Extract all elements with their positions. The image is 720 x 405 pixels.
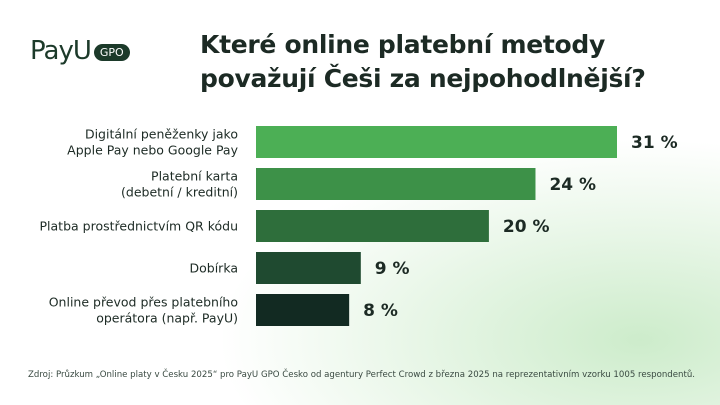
category-label-4-line-0: Online převod přes platebního bbox=[49, 295, 238, 310]
bar-2 bbox=[256, 210, 489, 242]
bar-1 bbox=[256, 168, 536, 200]
chart-title: Které online platební metody považují Če… bbox=[200, 28, 646, 96]
category-label-3-line-0: Dobírka bbox=[190, 261, 239, 276]
bar-0 bbox=[256, 126, 617, 158]
source-note: Zdroj: Průzkum „Online platy v Česku 202… bbox=[28, 370, 696, 380]
value-label-1: 24 % bbox=[549, 175, 596, 195]
category-label-1-line-0: Platební karta bbox=[151, 169, 238, 184]
category-label-0-line-1: Apple Pay nebo Google Pay bbox=[67, 143, 238, 158]
chart-title-line-2: považují Češi za nejpohodlnější? bbox=[200, 63, 646, 93]
category-label-0-line-0: Digitální peněženky jako bbox=[85, 127, 238, 142]
payu-gpo-logo: PayU GPO bbox=[30, 30, 130, 64]
bar-3 bbox=[256, 252, 361, 284]
value-label-2: 20 % bbox=[503, 217, 550, 237]
chart-title-line-1: Které online platební metody bbox=[200, 30, 605, 59]
logo-brand: PayU bbox=[30, 36, 92, 66]
value-label-0: 31 % bbox=[631, 133, 678, 153]
value-label-4: 8 % bbox=[363, 301, 398, 321]
bar-4 bbox=[256, 294, 350, 326]
category-label-2-line-0: Platba prostřednictvím QR kódu bbox=[40, 219, 238, 234]
value-label-3: 9 % bbox=[375, 259, 410, 279]
logo-badge: GPO bbox=[93, 43, 130, 61]
category-label-1-line-1: (debetní / kreditní) bbox=[121, 185, 238, 200]
category-label-4-line-1: operátora (např. PayU) bbox=[96, 311, 238, 326]
